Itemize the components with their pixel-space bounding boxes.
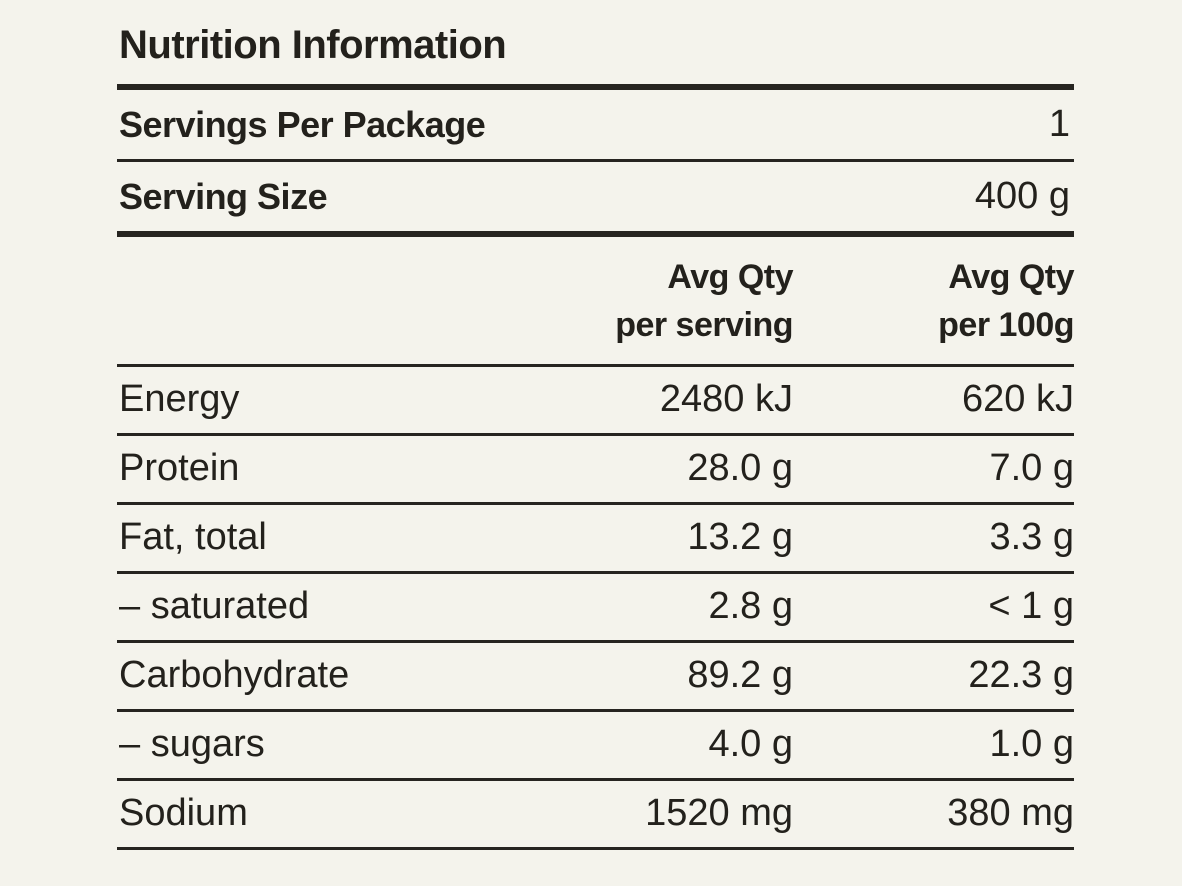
header-per-100g: Avg Qty per 100g (793, 253, 1074, 350)
table-row-fat-total: Fat, total 13.2 g 3.3 g (117, 505, 1074, 574)
header-per-serving: Avg Qty per serving (533, 253, 793, 350)
row-per-100g-value: < 1 g (988, 585, 1074, 628)
table-row-saturated: – saturated 2.8 g < 1 g (117, 574, 1074, 643)
row-label: – saturated (119, 585, 310, 628)
row-per-100g-value: 22.3 g (968, 654, 1074, 697)
row-per-serving-value: 2.8 g (708, 585, 793, 628)
header-per-100g-line2: per 100g (938, 306, 1074, 345)
row-label: Protein (119, 447, 240, 490)
divider-thick-middle (117, 231, 1074, 237)
header-per-100g-line1: Avg Qty (948, 258, 1074, 296)
table-row-sodium: Sodium 1520 mg 380 mg (117, 781, 1074, 850)
servings-per-package-label: Servings Per Package (119, 103, 486, 145)
divider-thin-meta (117, 159, 1074, 162)
row-per-100g-value: 1.0 g (989, 723, 1074, 766)
servings-per-package-row: Servings Per Package 1 (117, 90, 1074, 159)
nutrition-panel: Nutrition Information Servings Per Packa… (117, 24, 1074, 850)
table-row-sugars: – sugars 4.0 g 1.0 g (117, 712, 1074, 781)
row-label: Sodium (119, 792, 248, 835)
row-per-serving-value: 13.2 g (687, 516, 793, 559)
header-per-serving-line2: per serving (615, 306, 793, 345)
table-row-energy: Energy 2480 kJ 620 kJ (117, 367, 1074, 436)
row-label: – sugars (119, 723, 265, 766)
row-label: Carbohydrate (119, 654, 350, 697)
row-per-serving-value: 1520 mg (645, 792, 793, 835)
serving-size-row: Serving Size 400 g (117, 162, 1074, 231)
row-per-100g-value: 620 kJ (962, 378, 1074, 421)
row-per-serving-value: 89.2 g (687, 654, 793, 697)
divider-thick-top (117, 84, 1074, 90)
row-per-serving-value: 28.0 g (687, 447, 793, 490)
row-per-100g-value: 380 mg (947, 792, 1074, 835)
serving-size-value: 400 g (974, 175, 1070, 217)
table-header-row: Avg Qty per serving Avg Qty per 100g (117, 237, 1074, 367)
row-per-serving-value: 4.0 g (708, 723, 793, 766)
row-label: Fat, total (119, 516, 267, 559)
panel-title: Nutrition Information (119, 23, 507, 67)
row-label: Energy (119, 378, 240, 421)
servings-per-package-value: 1 (1048, 103, 1070, 145)
row-per-100g-value: 7.0 g (989, 447, 1074, 490)
table-row-carbohydrate: Carbohydrate 89.2 g 22.3 g (117, 643, 1074, 712)
header-per-serving-line1: Avg Qty (667, 258, 793, 296)
serving-size-label: Serving Size (119, 175, 328, 217)
row-per-100g-value: 3.3 g (989, 516, 1074, 559)
row-per-serving-value: 2480 kJ (659, 378, 793, 421)
table-row-protein: Protein 28.0 g 7.0 g (117, 436, 1074, 505)
